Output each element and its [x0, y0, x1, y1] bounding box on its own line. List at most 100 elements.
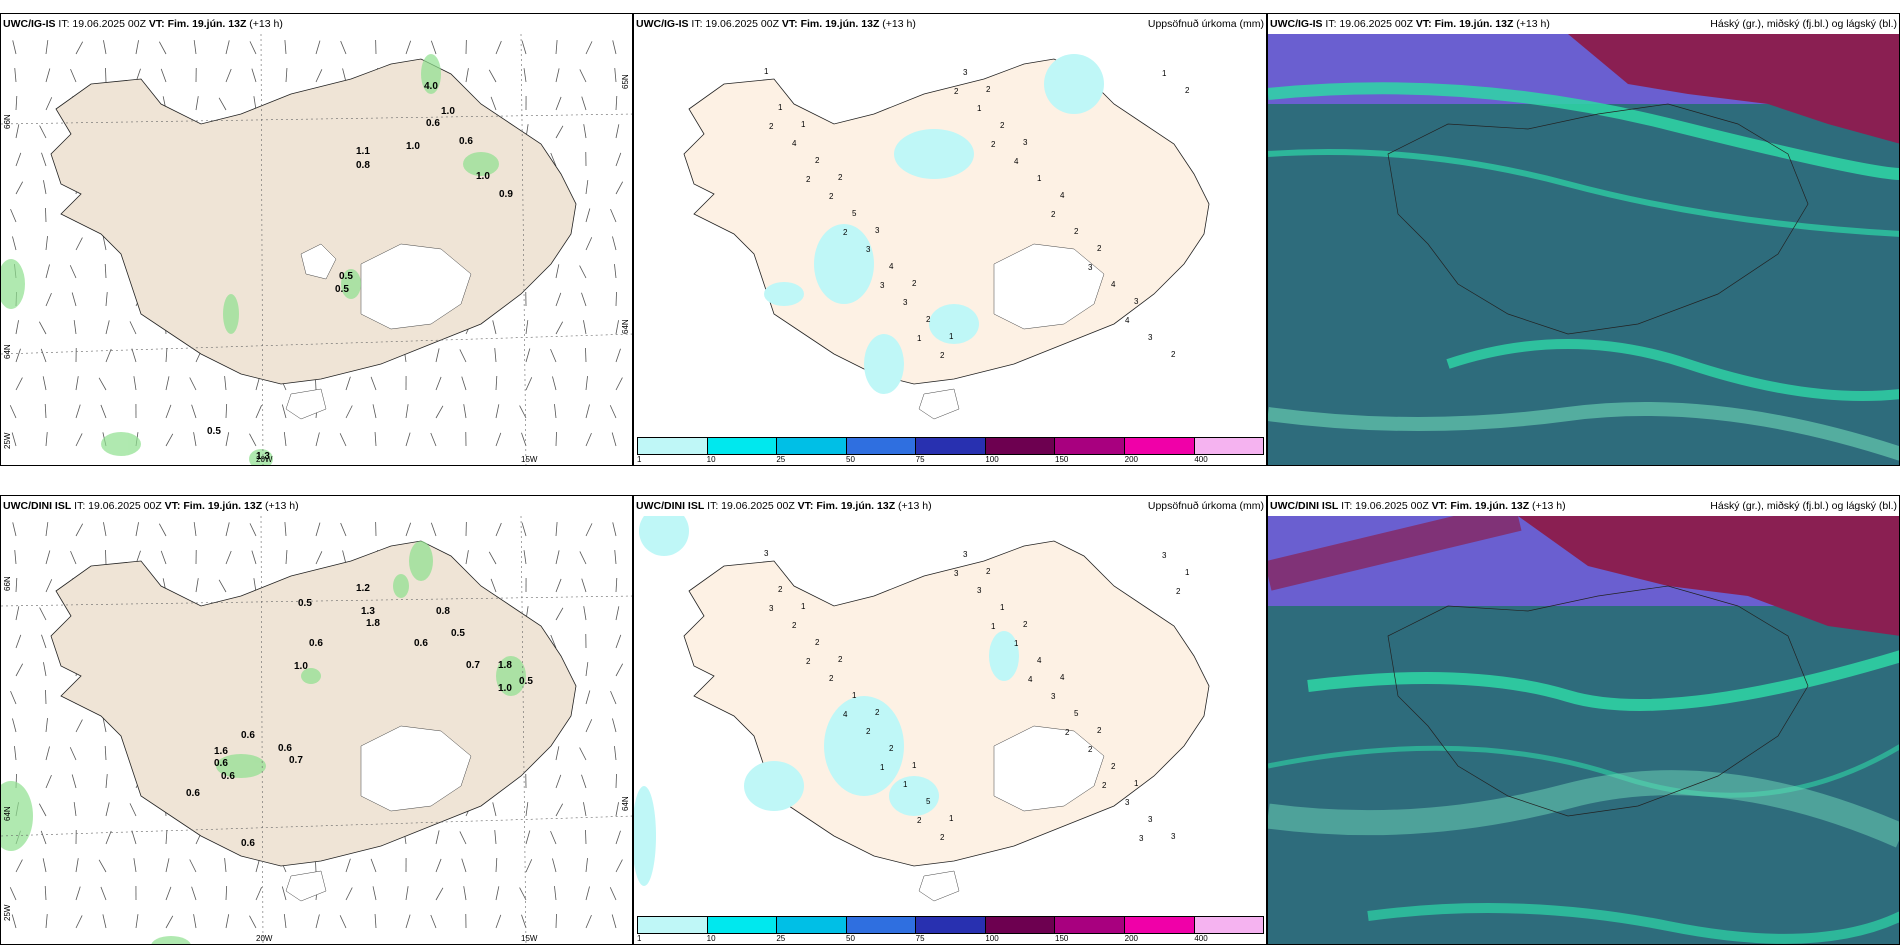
colorbar-segment: [777, 917, 847, 933]
wind-barb: [12, 718, 17, 733]
wind-barb: [193, 432, 197, 447]
precip-value: 2: [1171, 350, 1176, 359]
wind-barb: [345, 858, 351, 873]
wind-barb: [615, 830, 621, 845]
wind-barb: [339, 915, 347, 929]
lat-label-66: 66N: [3, 576, 12, 591]
wind-value: 0.5: [335, 284, 349, 295]
lead-time: (+13 h): [1516, 18, 1550, 30]
precip-values: 3 1 2 2 1 1 2 2 4 2 1 3 2 2 1 2 5 3 1 4 5 2 3 1 2 2 2 1 2 3 1 3 2 3 3 3 2 4 1 2…: [764, 549, 1190, 843]
model-name: UWC/IG-IS: [636, 18, 689, 30]
wind-barb: [521, 432, 527, 447]
wind-barb: [495, 404, 500, 419]
wind-barb: [581, 292, 587, 307]
wind-barb: [465, 68, 469, 83]
precip-value: 4: [1111, 280, 1116, 289]
wind-barb: [225, 68, 232, 83]
precip-patches: [1, 54, 499, 465]
wind-barb: [612, 718, 617, 733]
glacier-vatnajokull: [360, 243, 472, 330]
wind-barb: [585, 347, 587, 363]
wind-barb: [41, 152, 47, 167]
precip-value: 2: [778, 585, 783, 594]
cloud-map: [1268, 34, 1899, 465]
wind-barb: [98, 377, 107, 391]
wind-barb: [75, 719, 83, 733]
wind-value-labels: 0.5 1.2 1.3 1.8 0.8 0.5 0.6 0.6 1.0 0.7 …: [186, 583, 533, 849]
precip-value: 2: [769, 122, 774, 131]
colorbar-segment: [985, 438, 1056, 454]
precip-areas: [764, 54, 1104, 394]
iceland-land: [683, 540, 1210, 867]
wind-barb: [38, 321, 47, 335]
wind-barb: [15, 152, 22, 167]
glacier-myrdalsjokull: [285, 388, 327, 420]
wind-barb: [135, 40, 139, 55]
wind-barb: [555, 264, 560, 279]
wind-value: 1.0: [476, 171, 490, 182]
lat-label-66: 66N: [3, 114, 12, 129]
precip-value: 4: [889, 262, 894, 271]
valid-time: VT: Fim. 19.jún. 13Z: [781, 18, 880, 30]
precip-value: 1: [1037, 174, 1042, 183]
glacier-vatnajokull: [993, 725, 1105, 812]
wind-barb: [104, 746, 107, 761]
precip-value: 2: [829, 192, 834, 201]
precip-value: 1: [801, 602, 806, 611]
colorbar-tick: 1: [637, 934, 642, 943]
precip-value: 4: [843, 710, 848, 719]
precip-value: 2: [1023, 620, 1028, 629]
colorbar-tick: 100: [985, 934, 999, 943]
valid-time: VT: Fim. 19.jún. 13Z: [797, 500, 896, 512]
wind-barb: [189, 377, 197, 391]
wind-panel-row2: UWC/DINI ISL IT: 19.06.2025 00Z VT: Fim.…: [0, 495, 633, 945]
precip-value: 1: [880, 763, 885, 772]
wind-barb: [193, 522, 197, 537]
wind-barb: [615, 606, 620, 621]
wind-barb: [193, 40, 197, 55]
lon-label-15: 15W: [521, 934, 538, 943]
wind-barb: [160, 550, 167, 565]
wind-barb: [135, 914, 139, 929]
wind-barb: [609, 887, 617, 901]
wind-barb: [465, 550, 469, 565]
wind-barb: [488, 551, 497, 565]
wind-barb: [225, 914, 230, 929]
wind-barb: [69, 747, 77, 761]
wind-barb: [585, 404, 590, 419]
precip-map: 3 1 2 2 1 1 2 2 4 2 1 3 2 2 1 2 5 3 1 4 5 2 3 1 2 2 2 1 2 3 1 3 2 3 3 3 2 4 1 2…: [634, 516, 1210, 902]
wind-barb: [525, 348, 531, 363]
valid-time: VT: Fim. 19.jún. 13Z: [1415, 18, 1514, 30]
wind-barb: [45, 746, 50, 761]
wind-barb: [615, 802, 619, 817]
precip-value: 1: [912, 761, 917, 770]
wind-barb: [100, 404, 107, 419]
lon-label-25: 25W: [3, 432, 12, 449]
wind-barb: [610, 690, 617, 705]
precip-value: 1: [949, 332, 954, 341]
wind-barb: [555, 125, 564, 139]
wind-barb: [495, 858, 498, 873]
colorbar-tick: 25: [776, 455, 786, 464]
wind-barb: [9, 887, 17, 901]
wind-barb: [554, 886, 557, 901]
wind-barb: [129, 803, 137, 817]
wind-barb: [75, 237, 83, 251]
wind-barb: [611, 432, 617, 447]
wind-barb: [463, 886, 467, 901]
wind-barb: [285, 550, 288, 565]
wind-barb: [463, 404, 467, 419]
precip-value: 3: [1171, 832, 1176, 841]
cloud-panel-row1: UWC/IG-IS IT: 19.06.2025 00Z VT: Fim. 19…: [1267, 13, 1900, 466]
wind-barb: [225, 403, 228, 419]
wind-barb: [102, 914, 107, 929]
wind-barb: [75, 404, 81, 419]
precip-title: Uppsöfnuð úrkoma (mm): [1147, 500, 1264, 512]
wind-barb: [10, 208, 17, 223]
wind-barb: [461, 858, 467, 873]
wind-barb: [45, 264, 50, 279]
colorbar-tick: 100: [985, 455, 999, 464]
wind-value: 1.8: [498, 660, 512, 671]
lat-label-64: 64N: [3, 344, 12, 359]
lon-label-20: 20W: [256, 455, 273, 464]
